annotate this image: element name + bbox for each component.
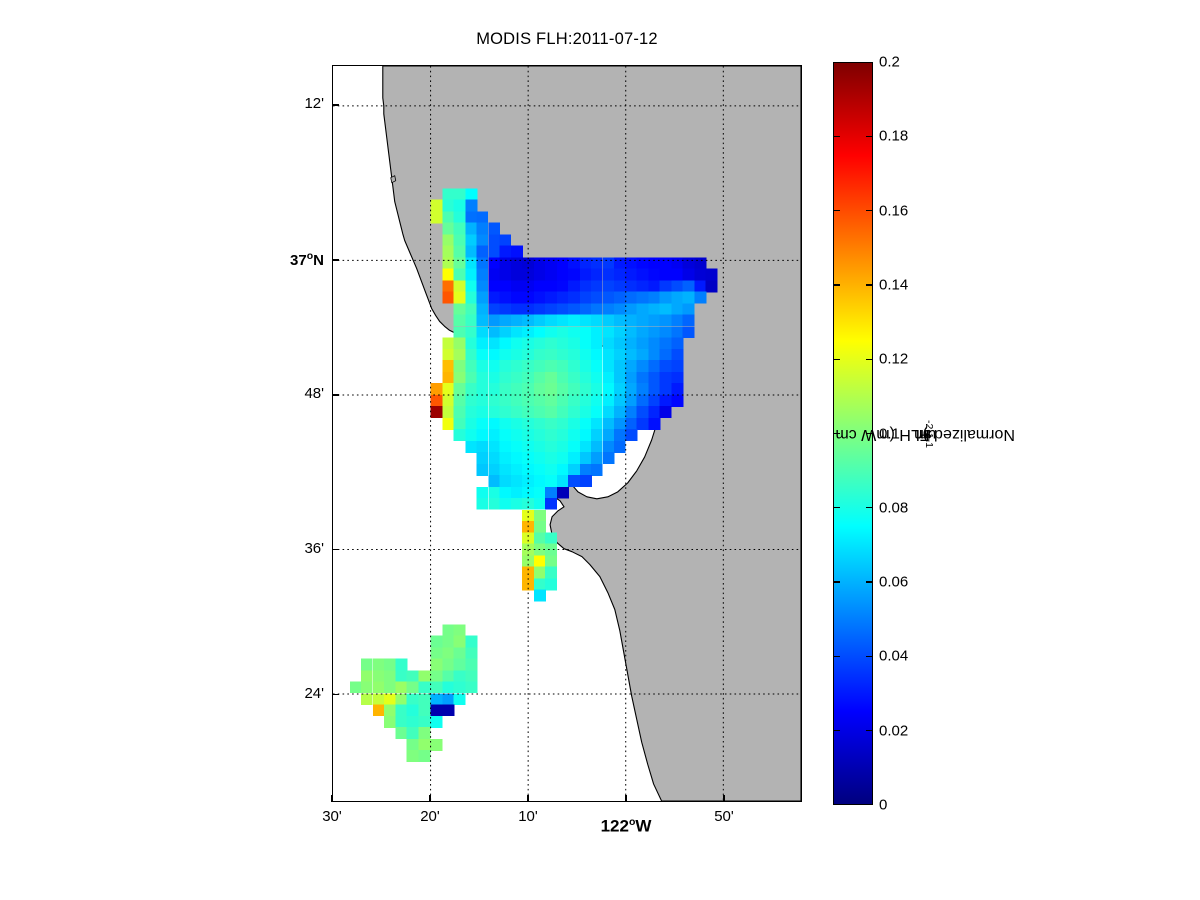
x-tick-label-3: 122oW bbox=[600, 816, 652, 836]
colorbar-tick-label-3: 0.14 bbox=[879, 276, 909, 294]
y-tick-label-3: 36' bbox=[304, 539, 324, 557]
map-svg bbox=[333, 66, 801, 801]
colorbar-tick-mark-l-5 bbox=[833, 432, 840, 435]
colorbar-tick-mark-l-9 bbox=[833, 730, 840, 732]
colorbar-tick-mark-r-7 bbox=[866, 581, 873, 583]
colorbar-tick-label-10: 0 bbox=[879, 796, 888, 814]
y-tick-mark-4 bbox=[332, 693, 339, 696]
colorbar-tick-label-2: 0.16 bbox=[879, 202, 909, 220]
y-tick-mark-3 bbox=[332, 549, 339, 551]
colorbar-label: Normalized FLH (mW cm -2 um -1 sr -1) bbox=[835, 62, 1015, 805]
colorbar-tick-mark-l-2 bbox=[833, 209, 840, 212]
y-tick-label-2: 48' bbox=[304, 384, 324, 402]
colorbar-tick-label-1: 0.18 bbox=[879, 127, 909, 145]
colorbar-tick-mark-r-2 bbox=[866, 209, 873, 212]
colorbar-tick-mark-l-4 bbox=[833, 358, 840, 360]
x-tick-mark-3 bbox=[625, 795, 627, 802]
colorbar-tick-label-5: 0.1 bbox=[879, 425, 900, 442]
x-tick-label-4: 50' bbox=[714, 808, 734, 825]
colorbar-tick-mark-l-7 bbox=[833, 581, 840, 583]
x-tick-label-1: 20' bbox=[420, 808, 440, 825]
colorbar-tick-mark-r-1 bbox=[866, 135, 873, 137]
colorbar-tick-mark-r-4 bbox=[866, 358, 873, 360]
colorbar-tick-label-7: 0.06 bbox=[879, 573, 909, 591]
y-tick-label-4: 24' bbox=[304, 684, 324, 702]
colorbar-tick-label-0: 0.2 bbox=[879, 53, 900, 71]
y-tick-mark-0 bbox=[332, 104, 339, 106]
coast-notch-icon bbox=[390, 175, 397, 184]
y-tick-mark-2 bbox=[332, 394, 339, 396]
colorbar-tick-label-9: 0.02 bbox=[879, 722, 909, 740]
page-title: MODIS FLH:2011-07-12 bbox=[476, 30, 658, 48]
colorbar-tick-label-6: 0.08 bbox=[879, 499, 909, 517]
colorbar-tick-mark-r-3 bbox=[866, 284, 873, 286]
colorbar-tick-mark-r-8 bbox=[866, 655, 873, 658]
y-tick-label-1: 37oN bbox=[290, 249, 324, 269]
map-gridlines bbox=[333, 66, 801, 801]
map-axes[interactable] bbox=[332, 65, 802, 802]
colorbar-tick-mark-r-9 bbox=[866, 730, 873, 732]
x-tick-mark-0 bbox=[331, 795, 333, 802]
colorbar-tick-mark-r-6 bbox=[866, 507, 873, 509]
colorbar-label-end: ) bbox=[922, 425, 928, 443]
x-tick-mark-1 bbox=[429, 795, 431, 802]
flh-raster bbox=[349, 188, 718, 763]
x-tick-label-2: 10' bbox=[518, 808, 538, 825]
y-tick-label-0: 12' bbox=[304, 95, 324, 113]
colorbar-tick-mark-r-5 bbox=[866, 432, 873, 435]
y-tick-mark-1 bbox=[332, 259, 339, 261]
x-tick-label-0: 30' bbox=[322, 808, 342, 825]
x-tick-mark-4 bbox=[723, 795, 725, 802]
x-tick-mark-2 bbox=[527, 795, 529, 802]
colorbar-tick-mark-l-3 bbox=[833, 284, 840, 286]
colorbar-tick-mark-l-8 bbox=[833, 655, 840, 658]
colorbar-tick-mark-l-6 bbox=[833, 507, 840, 509]
colorbar-tick-label-4: 0.12 bbox=[879, 350, 909, 368]
colorbar-tick-mark-l-1 bbox=[833, 135, 840, 137]
colorbar-tick-label-8: 0.04 bbox=[879, 647, 909, 665]
